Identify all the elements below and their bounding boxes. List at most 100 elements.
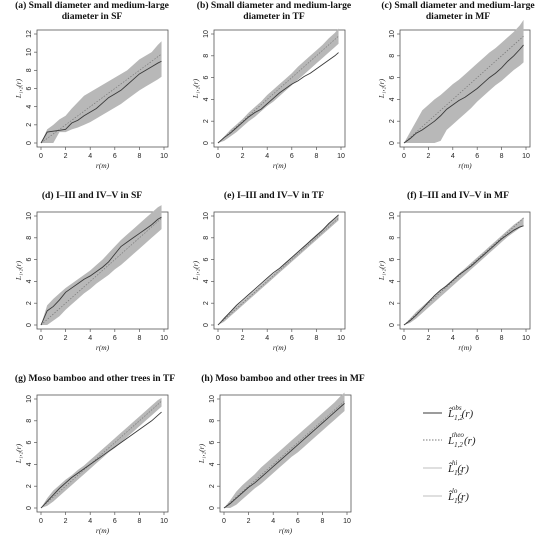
y-tick-label: 6 [26, 258, 33, 262]
panel-a: (a) Small diameter and medium-large diame… [14, 0, 170, 170]
x-axis-label: r(m) [96, 343, 110, 352]
y-tick-label: 2 [209, 484, 216, 488]
simulation-envelope [41, 397, 162, 508]
y-tick-label: 0 [26, 141, 33, 145]
y-tick-label: 8 [26, 236, 33, 240]
legend-entry-lo: L̂1,2lo(r) [423, 487, 469, 505]
panel-title: (h) Moso bamboo and other trees in MF [201, 373, 365, 384]
y-axis-label: L₁,₂(r) [377, 260, 386, 281]
y-tick-label: 2 [203, 301, 210, 305]
x-tick-label: 2 [426, 335, 430, 342]
y-axis-label: L₁,₂(r) [197, 443, 206, 464]
x-tick-label: 2 [64, 335, 68, 342]
x-tick-label: 10 [522, 153, 530, 160]
x-axis-label: r(m) [273, 161, 287, 170]
x-tick-label: 8 [500, 153, 504, 160]
panel-g: (g) Moso bamboo and other trees in TF 0 2 4… [14, 373, 175, 535]
y-tick-label: 4 [203, 97, 210, 101]
x-axis-label: r(m) [96, 526, 110, 535]
x-tick-label: 8 [314, 153, 318, 160]
legend-entry-theo: L1,2theo(r) [423, 431, 476, 449]
y-tick-label: 8 [203, 54, 210, 58]
x-tick-label: 10 [337, 153, 345, 160]
x-tick-label: 4 [451, 335, 455, 342]
y-tick-label: 2 [389, 301, 396, 305]
x-axis-label: r(m) [458, 161, 472, 170]
panel-title: (a) Small diameter and medium-large diame… [15, 0, 170, 22]
simulation-envelope [218, 28, 339, 143]
y-tick-label: 8 [389, 54, 396, 58]
x-tick-label: 10 [522, 335, 530, 342]
y-tick-label: 4 [26, 279, 33, 283]
x-tick-label: 4 [265, 335, 269, 342]
y-tick-label: 6 [389, 76, 396, 80]
observed-line [40, 60, 162, 144]
plot-frame [36, 394, 169, 513]
panel-title: (c) Small diameter and medium-large diame… [381, 0, 535, 22]
panel-title: (d) I–III and IV–V in SF [42, 190, 142, 201]
x-tick-label: 0 [39, 153, 43, 160]
x-tick-label: 6 [113, 518, 117, 525]
x-tick-label: 6 [290, 153, 294, 160]
y-axis-label: L₁,₂(r) [377, 78, 386, 99]
y-tick-label: 10 [26, 212, 33, 220]
legend-label: L̂1,2obs(r) [447, 404, 474, 422]
plot-frame [399, 211, 531, 330]
x-tick-label: 8 [137, 335, 141, 342]
simulation-envelope [404, 19, 524, 143]
plot-frame [36, 211, 169, 330]
x-tick-label: 2 [241, 335, 245, 342]
panel-title: (e) I–III and IV–V in TF [224, 190, 324, 201]
x-tick-label: 10 [337, 335, 345, 342]
y-tick-label: 4 [26, 105, 33, 109]
legend-entry-obs: L̂1,2obs(r) [423, 404, 474, 422]
panels: (a) Small diameter and medium-large diame… [14, 0, 535, 535]
y-tick-label: 6 [209, 441, 216, 445]
panel-d: (d) I–III and IV–V in SF 0 2 4 6 8 10 0 2 4 6 8 10 r(… [14, 190, 169, 352]
panel-title: (b) Small diameter and medium-large diame… [197, 0, 352, 22]
observed-line [223, 403, 345, 509]
y-tick-label: 10 [26, 48, 33, 56]
x-tick-label: 10 [343, 518, 351, 525]
y-tick-label: 6 [389, 258, 396, 262]
y-tick-label: 0 [203, 323, 210, 327]
x-tick-label: 6 [475, 335, 479, 342]
panel-f: (f) I–III and IV–V in MF 0 2 4 6 8 10 0 2 4 6 8 10 r(… [377, 190, 531, 352]
panel-c: (c) Small diameter and medium-large diame… [377, 0, 535, 170]
x-tick-label: 2 [64, 518, 68, 525]
observed-line [403, 225, 524, 326]
x-tick-label: 0 [222, 518, 226, 525]
x-tick-label: 0 [216, 153, 220, 160]
y-tick-label: 4 [209, 462, 216, 466]
y-tick-label: 4 [389, 97, 396, 101]
y-tick-label: 4 [203, 279, 210, 283]
y-tick-label: 2 [389, 119, 396, 123]
x-tick-label: 8 [137, 153, 141, 160]
y-tick-label: 6 [26, 441, 33, 445]
theoretical-line [40, 53, 162, 144]
x-tick-label: 8 [314, 335, 318, 342]
theoretical-line [403, 35, 524, 144]
y-tick-label: 2 [26, 123, 33, 127]
x-tick-label: 8 [320, 518, 324, 525]
y-tick-label: 4 [389, 279, 396, 283]
x-tick-label: 8 [137, 518, 141, 525]
x-tick-label: 0 [402, 335, 406, 342]
panel-title: (f) I–III and IV–V in MF [407, 190, 509, 201]
y-tick-label: 8 [26, 419, 33, 423]
x-tick-label: 2 [247, 518, 251, 525]
observed-line [217, 52, 339, 144]
observed-line [217, 214, 339, 326]
x-tick-label: 10 [160, 518, 168, 525]
x-tick-label: 4 [265, 153, 269, 160]
y-tick-label: 10 [203, 30, 210, 38]
y-tick-label: 2 [26, 484, 33, 488]
x-tick-label: 2 [64, 153, 68, 160]
simulation-envelope [41, 41, 162, 144]
y-axis-label: L₁,₂(r) [14, 260, 23, 281]
x-tick-label: 10 [160, 335, 168, 342]
legend-label: L1,2theo(r) [447, 431, 476, 449]
x-tick-label: 8 [500, 335, 504, 342]
y-tick-label: 0 [209, 506, 216, 510]
